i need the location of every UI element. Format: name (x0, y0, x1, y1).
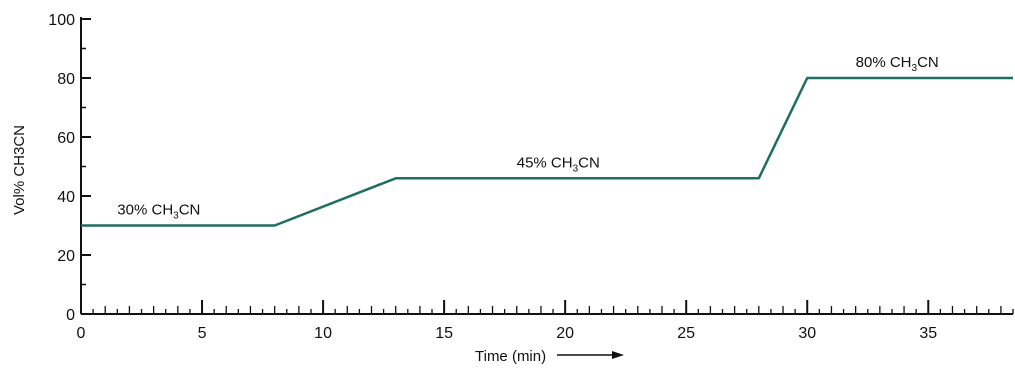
x-tick-label: 10 (314, 325, 332, 342)
x-tick-label: 25 (677, 325, 695, 342)
x-tick-label: 5 (198, 325, 207, 342)
series-annotation: 30% CH3CN (117, 202, 200, 222)
x-axis-title: Time (min) (475, 348, 546, 365)
y-tick-label: 100 (48, 12, 75, 29)
x-tick-label: 20 (556, 325, 574, 342)
series-annotation: 45% CH3CN (517, 154, 600, 174)
y-axis-title: Vol% CH3CN (11, 125, 28, 215)
series (80, 76, 1014, 227)
y-axis-title-text: Vol% CH3CN (11, 125, 28, 215)
y-tick-label: 80 (57, 71, 75, 88)
gradient-line (81, 76, 1013, 227)
x-tick-label: 35 (919, 325, 937, 342)
axes (80, 17, 1013, 315)
ticks (80, 18, 1014, 315)
y-tick-label: 20 (57, 248, 75, 265)
x-tick-label: 30 (798, 325, 816, 342)
tick-labels: 0 20 40 60 80 100 0 5 10 15 20 25 30 35 (48, 12, 937, 342)
x-axis-title-group: Time (min) (475, 348, 624, 365)
x-tick-label: 15 (435, 325, 453, 342)
y-tick-label: 60 (57, 130, 75, 147)
series-annotation: 80% CH3CN (856, 54, 939, 74)
y-tick-label: 40 (57, 189, 75, 206)
annotations: 30% CH3CN 45% CH3CN 80% CH3CN (117, 54, 939, 222)
x-axis-arrow-head (612, 351, 624, 359)
x-tick-label: 0 (77, 325, 86, 342)
y-tick-label: 0 (66, 307, 75, 324)
